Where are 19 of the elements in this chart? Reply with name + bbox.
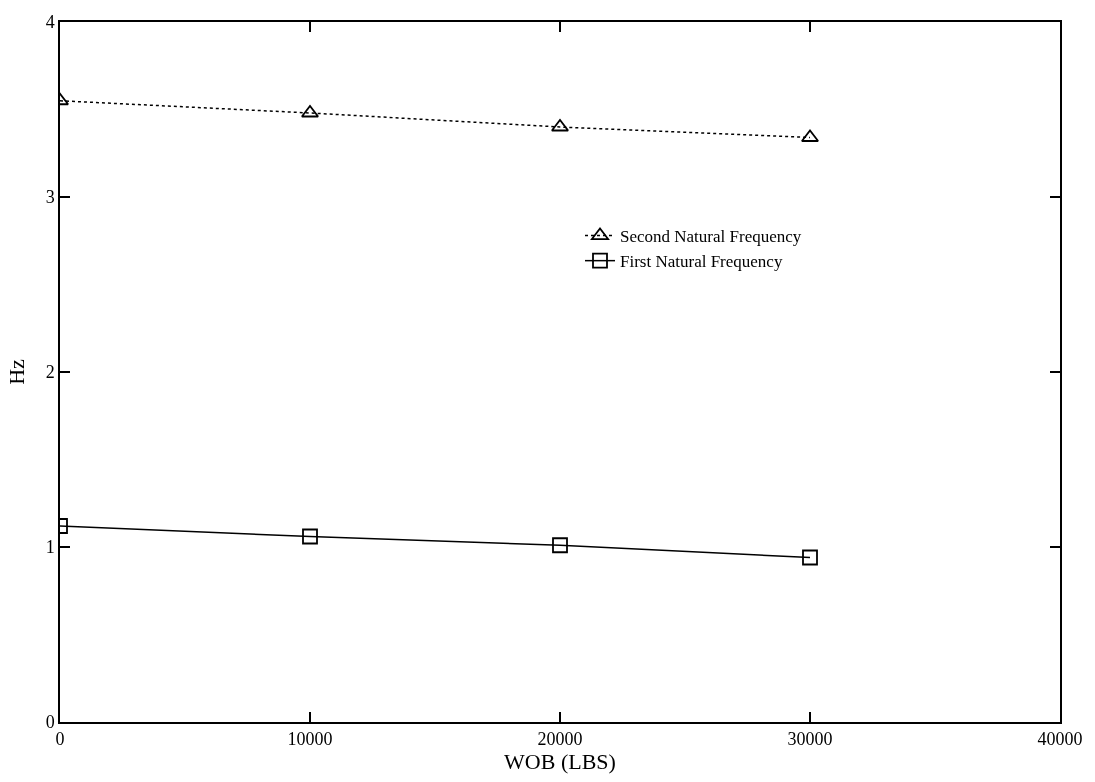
legend-label: First Natural Frequency [620,252,783,272]
y-tick-label: 1 [45,537,55,558]
x-tick-label: 40000 [1037,729,1083,750]
point [552,537,568,554]
legend-label: Second Natural Frequency [620,227,802,247]
point [551,119,569,132]
point [802,549,818,566]
y-tick-label: 2 [45,362,55,383]
y-tick-label: 0 [45,712,55,733]
point [301,105,319,118]
point [302,528,318,545]
y-axis-title: Hz [3,358,29,385]
y-tick-label: 4 [45,12,55,33]
y-tick-label: 3 [45,187,55,208]
x-tick-label: 20000 [537,729,583,750]
point [801,129,819,142]
x-tick-label: 30000 [787,729,833,750]
x-axis-title: WOB (LBS) [504,749,616,775]
x-tick-label: 10000 [287,729,333,750]
